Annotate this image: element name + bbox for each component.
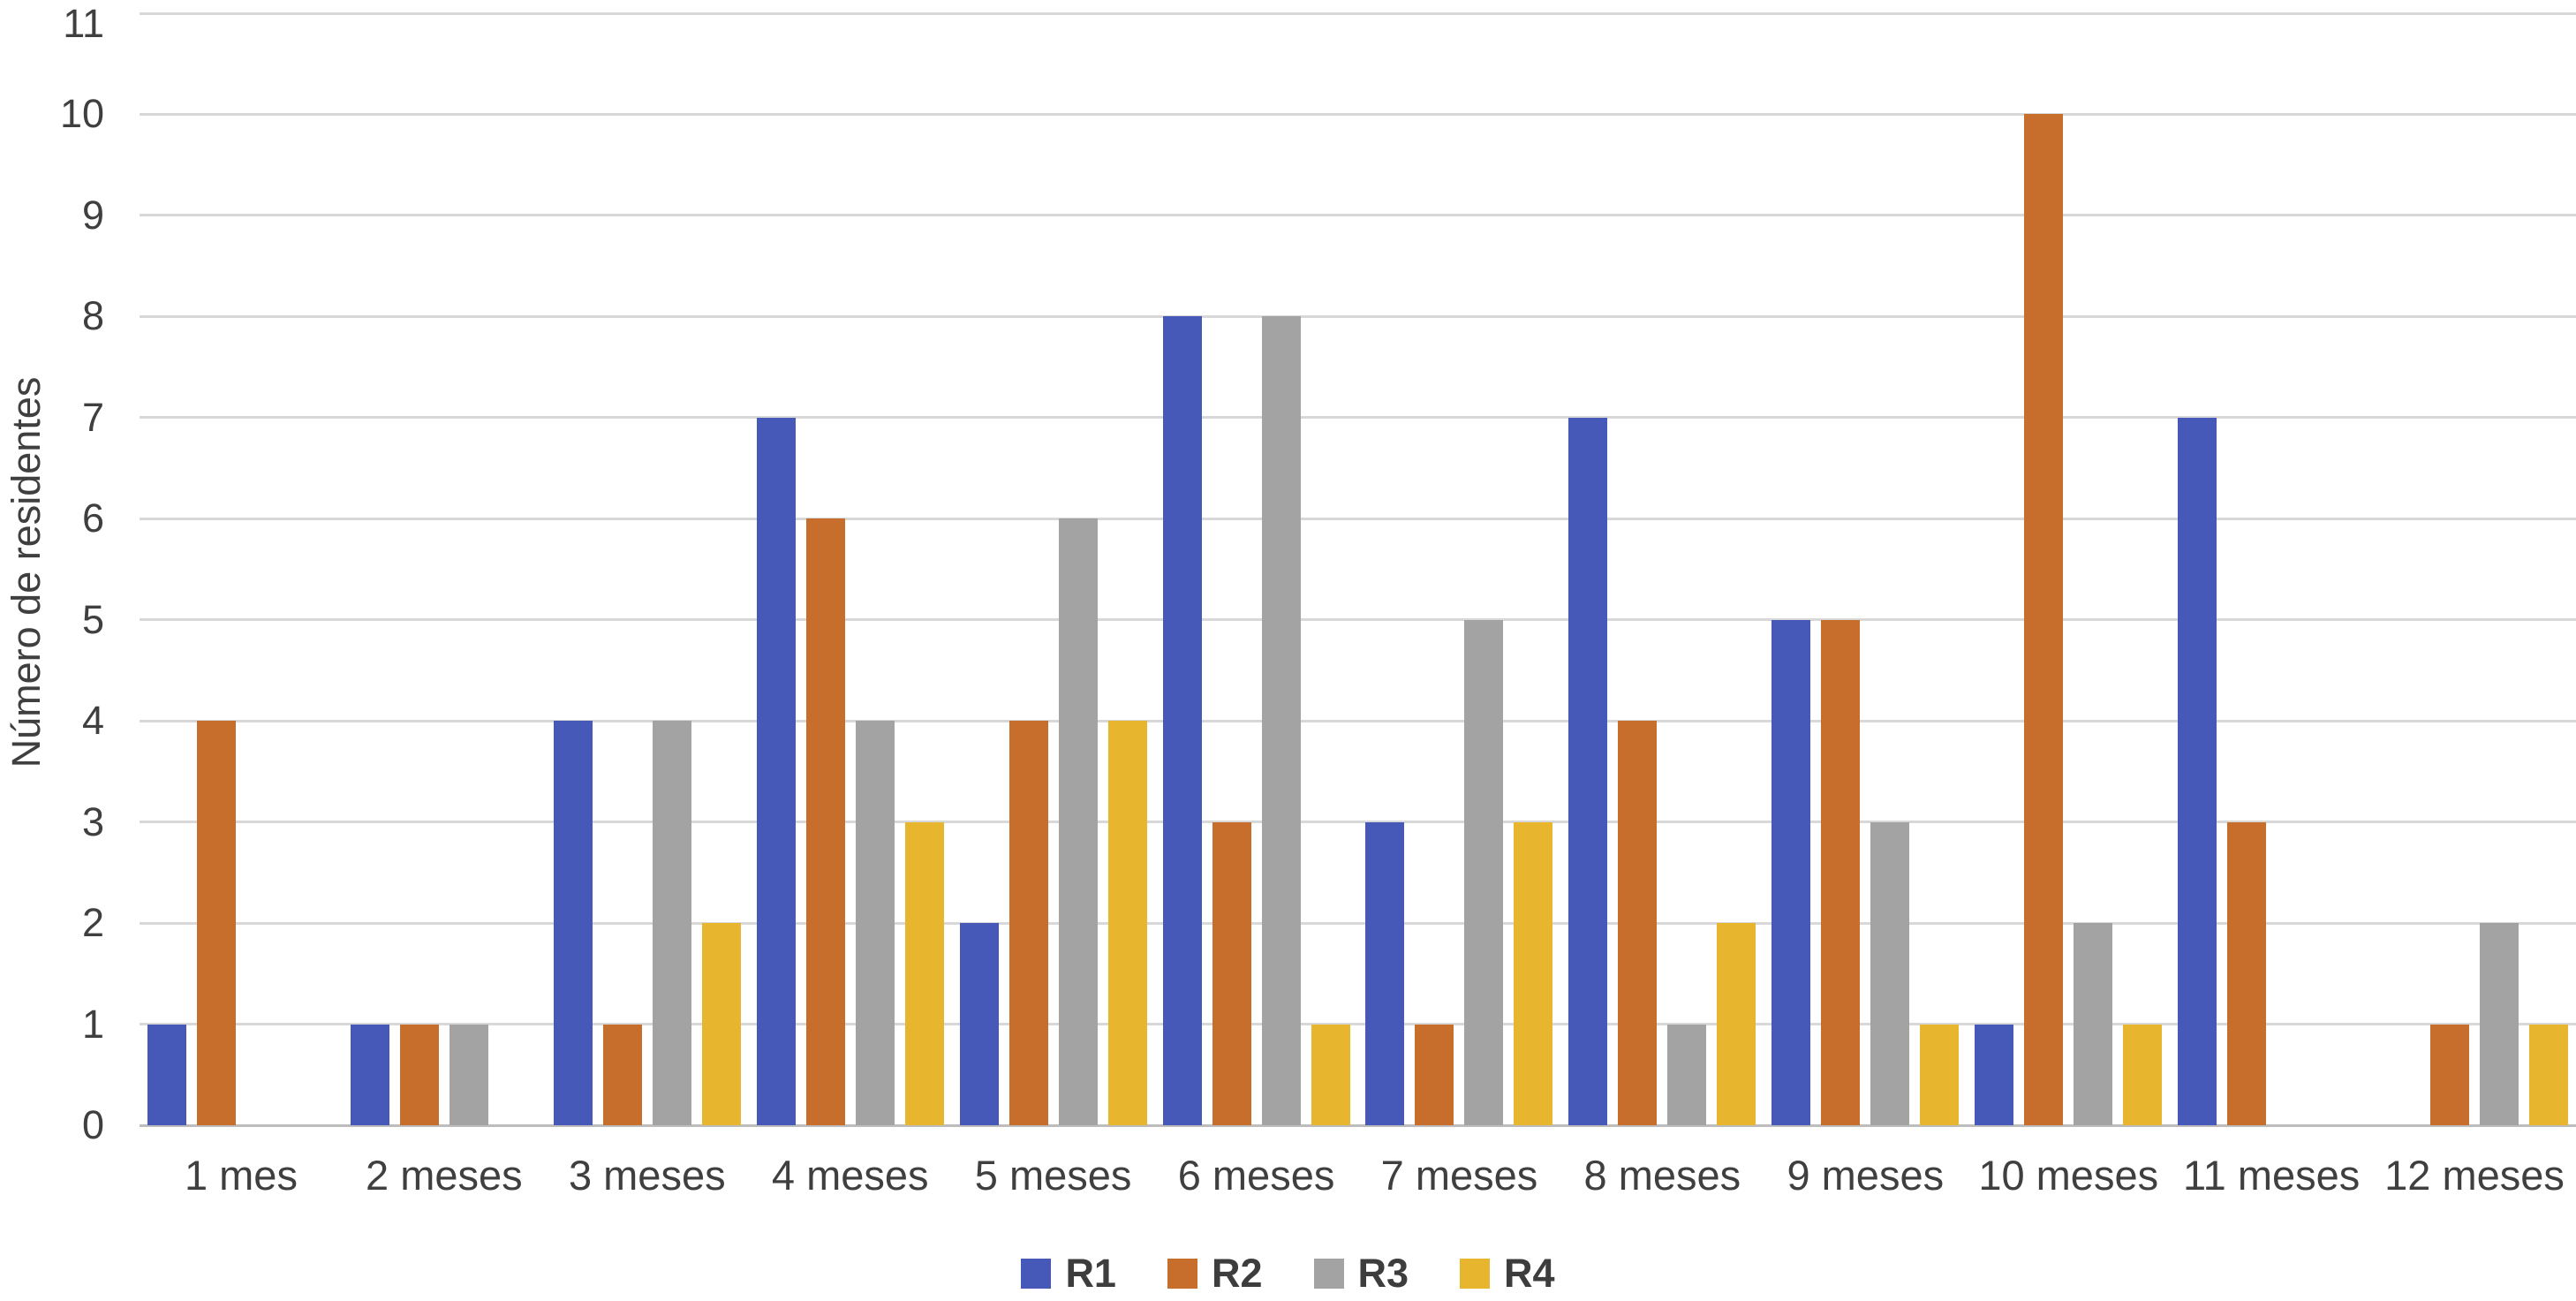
x-axis-label-11-meses: 11 meses — [2182, 1152, 2361, 1199]
legend-item-r1: R1 — [1021, 1251, 1116, 1297]
gridline — [140, 1023, 2576, 1026]
bar-r3-2-meses — [449, 1024, 488, 1125]
bar-r4-4-meses — [904, 821, 944, 1125]
bar-r1-3-meses — [553, 721, 593, 1125]
gridline — [140, 719, 2576, 722]
bar-r2-9-meses — [1821, 619, 1861, 1125]
legend-item-r2: R2 — [1167, 1251, 1263, 1297]
bar-r1-6-meses — [1162, 316, 1202, 1125]
bar-r4-3-meses — [701, 923, 741, 1125]
gridline — [140, 112, 2576, 116]
legend-swatch-r1 — [1021, 1259, 1052, 1289]
bar-r3-8-meses — [1667, 1024, 1707, 1125]
gridline — [140, 821, 2576, 824]
y-axis-tick-label: 5 — [81, 596, 104, 642]
bar-r3-6-meses — [1261, 316, 1301, 1125]
bar-r2-5-meses — [1008, 721, 1048, 1125]
y-axis-tick-label: 11 — [63, 1, 104, 46]
bar-r1-1-mes — [147, 1024, 186, 1125]
y-axis-tick-label: 8 — [81, 293, 104, 339]
bar-r4-8-meses — [1717, 923, 1756, 1125]
x-axis-label-2-meses: 2 meses — [366, 1152, 523, 1199]
bar-r2-4-meses — [805, 518, 845, 1125]
x-axis-label-8-meses: 8 meses — [1583, 1152, 1741, 1199]
legend-label-r3: R3 — [1357, 1251, 1409, 1296]
bar-r1-11-meses — [2178, 417, 2217, 1125]
gridline — [140, 11, 2576, 15]
bar-r1-5-meses — [959, 923, 999, 1125]
x-axis-label-1-mes: 1 mes — [184, 1152, 298, 1199]
bar-r4-6-meses — [1311, 1024, 1350, 1125]
bar-r4-7-meses — [1514, 821, 1553, 1125]
bar-r2-6-meses — [1212, 821, 1251, 1125]
gridline — [140, 921, 2576, 925]
bar-r1-9-meses — [1771, 619, 1811, 1125]
bar-r2-7-meses — [1415, 1024, 1454, 1125]
bar-r2-8-meses — [1618, 721, 1658, 1125]
bar-r4-12-meses — [2529, 1024, 2569, 1125]
y-axis-tick-label: 7 — [81, 394, 104, 440]
y-axis-tick-label: 2 — [81, 900, 104, 946]
y-axis-tick-label: 0 — [81, 1102, 104, 1147]
gridline — [140, 618, 2576, 622]
bar-r4-10-meses — [2123, 1024, 2163, 1125]
gridline — [140, 416, 2576, 420]
bar-r1-4-meses — [756, 417, 796, 1125]
x-axis-label-10-meses: 10 meses — [1978, 1152, 2159, 1199]
x-axis-label-7-meses: 7 meses — [1380, 1152, 1538, 1199]
y-axis-tick-label: 4 — [81, 698, 104, 744]
bar-r3-3-meses — [652, 721, 691, 1125]
x-axis-label-6-meses: 6 meses — [1177, 1152, 1335, 1199]
gridline — [140, 314, 2576, 318]
legend-swatch-r4 — [1460, 1259, 1491, 1289]
bar-r3-5-meses — [1058, 518, 1098, 1125]
bar-r4-5-meses — [1107, 721, 1147, 1125]
legend-label-r1: R1 — [1065, 1251, 1116, 1296]
bar-r2-10-meses — [2024, 114, 2064, 1125]
bar-r2-11-meses — [2227, 821, 2267, 1125]
bar-r3-10-meses — [2074, 923, 2113, 1125]
legend-swatch-r3 — [1313, 1259, 1344, 1289]
bar-r1-8-meses — [1568, 417, 1608, 1125]
x-axis-label-5-meses: 5 meses — [974, 1152, 1132, 1199]
y-axis-tick-label: 1 — [81, 1001, 104, 1047]
x-axis-label-4-meses: 4 meses — [771, 1152, 929, 1199]
y-axis-tick-label: 6 — [81, 495, 104, 541]
bar-r4-9-meses — [1920, 1024, 1960, 1125]
bar-r2-1-mes — [196, 721, 236, 1125]
legend-item-r3: R3 — [1313, 1251, 1409, 1297]
bar-r3-9-meses — [1870, 821, 1910, 1125]
bar-r2-3-meses — [602, 1024, 642, 1125]
legend-label-r2: R2 — [1211, 1251, 1263, 1296]
bar-r3-12-meses — [2480, 923, 2519, 1125]
x-axis-line — [140, 1123, 2576, 1127]
legend-label-r4: R4 — [1504, 1251, 1555, 1296]
bar-r3-7-meses — [1464, 619, 1504, 1125]
y-axis-tick-label: 3 — [81, 798, 104, 844]
x-axis-label-12-meses: 12 meses — [2384, 1152, 2565, 1199]
bar-r1-10-meses — [1975, 1024, 2014, 1125]
y-axis-tick-label: 9 — [81, 192, 104, 238]
bar-r1-7-meses — [1365, 821, 1405, 1125]
x-axis-label-9-meses: 9 meses — [1787, 1152, 1945, 1199]
gridline — [140, 517, 2576, 520]
legend-item-r4: R4 — [1460, 1251, 1555, 1297]
bar-r2-2-meses — [399, 1024, 439, 1125]
legend: R1 R2 R3 R4 — [0, 1249, 2576, 1298]
bar-r3-4-meses — [855, 721, 895, 1125]
y-axis-tick-label: 10 — [59, 91, 104, 137]
legend-swatch-r2 — [1167, 1259, 1197, 1289]
bar-r1-2-meses — [350, 1024, 389, 1125]
bar-r2-12-meses — [2430, 1024, 2470, 1125]
plot-area — [140, 11, 2576, 1127]
x-axis-label-3-meses: 3 meses — [568, 1152, 726, 1199]
gridline — [140, 214, 2576, 217]
